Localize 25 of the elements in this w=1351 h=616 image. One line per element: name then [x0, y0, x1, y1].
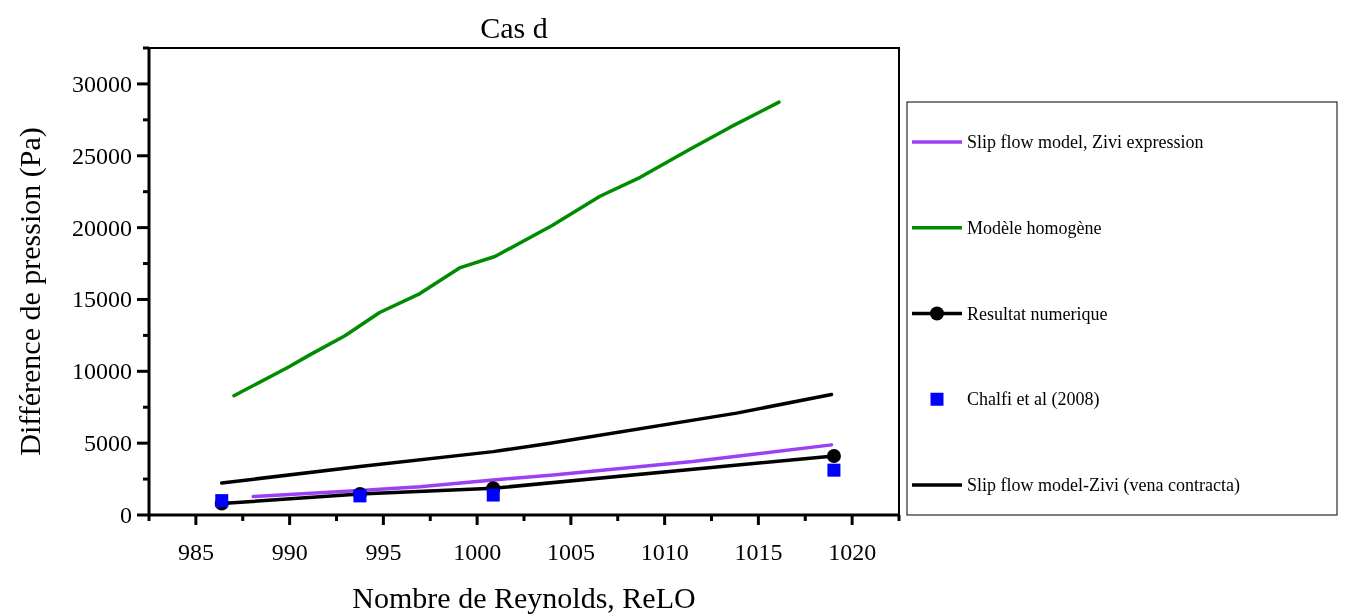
y-tick-label: 30000: [72, 70, 132, 97]
y-tick-label: 20000: [72, 214, 132, 241]
y-tick-label: 5000: [84, 430, 132, 457]
y-tick-label: 10000: [72, 358, 132, 385]
x-axis-title: Nombre de Reynolds, ReLO: [352, 581, 696, 614]
y-tick-label: 25000: [72, 142, 132, 169]
legend-label: Resultat numerique: [967, 303, 1108, 324]
x-tick-label: 985: [177, 539, 214, 565]
x-tick-label: 990: [271, 539, 308, 565]
chart-title: Cas d: [480, 11, 548, 44]
x-tick-label: 995: [365, 539, 402, 565]
x-tick-label: 1015: [734, 539, 783, 565]
legend-label: Slip flow model-Zivi (vena contracta): [967, 475, 1240, 496]
x-tick-label: 1000: [453, 539, 502, 565]
x-tick-label: 1005: [546, 539, 595, 565]
legend-label: Slip flow model, Zivi expression: [967, 132, 1204, 152]
line-series: [232, 100, 781, 398]
legend-label: Modèle homogène: [967, 217, 1102, 238]
y-tick-label: 0: [120, 502, 132, 528]
legend-label: Chalfi et al (2008): [967, 389, 1100, 411]
y-axis-title: Différence de pression (Pa): [13, 127, 47, 456]
y-tick-label: 15000: [72, 286, 132, 313]
x-tick-label: 1020: [828, 539, 877, 565]
line-series: [220, 392, 834, 485]
x-tick-label: 1010: [640, 539, 689, 565]
